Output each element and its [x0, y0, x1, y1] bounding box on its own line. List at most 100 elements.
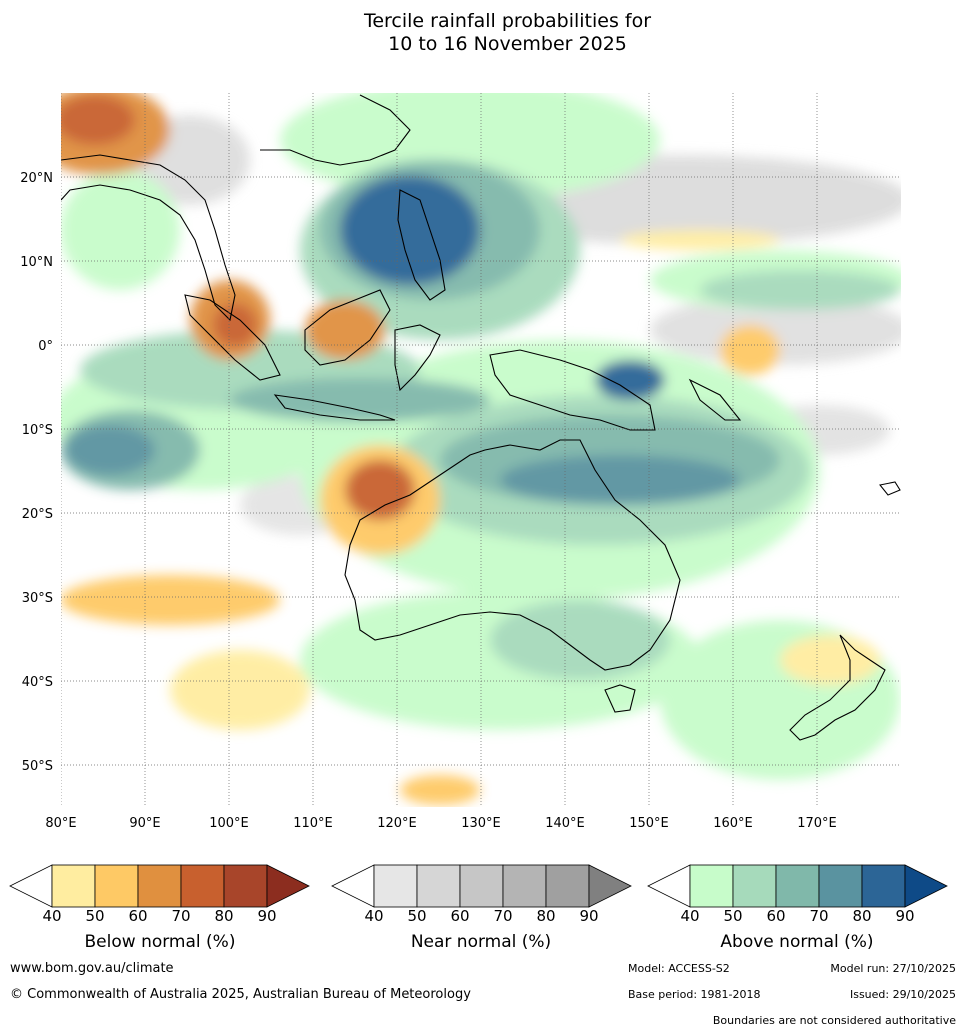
sulawesi-coastline — [394, 324, 441, 392]
above-normal-area — [595, 360, 665, 400]
footer-base-period: Base period: 1981-2018 — [628, 988, 761, 1001]
latitude-labels: 20°N 10°N 0° 10°S 20°S 30°S 40°S 50°S — [20, 171, 53, 774]
colorbar-segment — [732, 864, 777, 908]
near-normal-colorbar: 40 50 60 70 80 90 — [331, 864, 632, 925]
colorbar-segment — [502, 864, 547, 908]
colorbar-tick-label: 90 — [579, 907, 598, 925]
colorbar-tick-label: 90 — [895, 907, 914, 925]
above-normal-legend-title: Above normal (%) — [720, 932, 874, 952]
colorbar-tick-label: 80 — [214, 907, 233, 925]
colorbar-segment — [861, 864, 906, 908]
latitude-label: 10°N — [20, 255, 53, 270]
map-title-line2: 10 to 16 November 2025 — [388, 33, 627, 55]
colorbar-extend-low — [331, 864, 375, 908]
graticule — [61, 93, 901, 807]
footer-disclaimer: Boundaries are not considered authoritat… — [712, 1014, 956, 1027]
philippines-coastline — [397, 189, 446, 301]
colorbar-tick-label: 50 — [407, 907, 426, 925]
longitude-label: 140°E — [545, 816, 585, 831]
colorbar-tick-label: 40 — [364, 907, 383, 925]
colorbar-segment — [223, 864, 268, 908]
colorbar-tick-label: 50 — [85, 907, 104, 925]
below-normal-area — [61, 575, 280, 625]
below-normal-area — [400, 775, 480, 805]
colorbar-segment — [416, 864, 461, 908]
asia-coastline — [61, 154, 236, 322]
colorbar-tick-label: 80 — [536, 907, 555, 925]
china-coastline — [260, 94, 411, 166]
colorbar-segment — [459, 864, 504, 908]
colorbar-extend-high — [588, 864, 632, 908]
above-normal-colorbar: 40 50 60 70 80 90 — [647, 864, 948, 925]
colorbar-segment — [689, 864, 734, 908]
colorbar-tick-label: 90 — [257, 907, 276, 925]
coastlines — [61, 94, 901, 741]
longitude-label: 90°E — [129, 816, 160, 831]
below-normal-area — [61, 95, 135, 145]
above-normal-area — [230, 378, 490, 422]
colorbar-tick-label: 70 — [171, 907, 190, 925]
below-normal-area — [305, 300, 385, 360]
footer-url: www.bom.gov.au/climate — [10, 961, 174, 976]
map-title: Tercile rainfall probabilities for 10 to… — [0, 10, 965, 56]
longitude-label: 100°E — [209, 816, 249, 831]
colorbar-tick-label: 80 — [852, 907, 871, 925]
colorbar-segment — [137, 864, 182, 908]
colorbar-segment — [373, 864, 418, 908]
map-frame — [61, 93, 901, 807]
longitude-label: 110°E — [293, 816, 333, 831]
longitude-label: 170°E — [797, 816, 837, 831]
latitude-label: 10°S — [22, 423, 53, 438]
colorbar-tick-label: 60 — [450, 907, 469, 925]
colorbar-segment — [94, 864, 139, 908]
colorbar-tick-label: 60 — [128, 907, 147, 925]
below-normal-area — [620, 230, 780, 250]
map-title-line1: Tercile rainfall probabilities for — [363, 10, 652, 32]
solomon-islands-coastline — [688, 378, 742, 421]
colorbar-tick-label: 70 — [493, 907, 512, 925]
sumatra-coastline — [184, 294, 281, 381]
footer-model: Model: ACCESS-S2 — [628, 962, 730, 975]
longitude-labels: 80°E 90°E 100°E 110°E 120°E 130°E 140°E 150°E 16… — [45, 816, 836, 831]
near-normal-area — [650, 295, 901, 365]
longitude-label: 120°E — [377, 816, 417, 831]
colorbar-tick-label: 40 — [680, 907, 699, 925]
latitude-label: 20°N — [20, 171, 53, 186]
longitude-label: 130°E — [461, 816, 501, 831]
new-guinea-coastline — [489, 349, 656, 431]
footer-model-run: Model run: 27/10/2025 — [830, 962, 956, 975]
borneo-coastline — [304, 289, 391, 366]
latitude-label: 50°S — [22, 759, 53, 774]
below-normal-area — [720, 325, 780, 375]
below-normal-legend-title: Below normal (%) — [84, 932, 236, 952]
colorbar-tick-label: 60 — [766, 907, 785, 925]
above-normal-area — [500, 455, 740, 505]
colorbar-extend-low — [647, 864, 691, 908]
latitude-label: 40°S — [22, 675, 53, 690]
above-normal-area — [340, 175, 480, 285]
below-normal-area — [170, 650, 310, 730]
longitude-label: 80°E — [45, 816, 76, 831]
footer-copyright: © Commonwealth of Australia 2025, Austra… — [10, 987, 471, 1002]
tasmania-coastline — [604, 684, 636, 713]
below-normal-colorbar: 40 50 60 70 80 90 — [9, 864, 310, 925]
colorbar-extend-high — [904, 864, 948, 908]
colorbar-segment — [51, 864, 96, 908]
below-normal-area — [345, 460, 415, 520]
colorbar-tick-label: 70 — [809, 907, 828, 925]
colorbar-tick-label: 40 — [42, 907, 61, 925]
near-normal-legend-title: Near normal (%) — [410, 932, 552, 952]
colorbar-extend-high — [266, 864, 310, 908]
colorbars: 40 50 60 70 80 90 40 50 60 70 80 90 40 50 60 70 80 90 — [9, 864, 948, 925]
above-normal-area — [61, 170, 180, 290]
colorbar-segment — [180, 864, 225, 908]
latitude-label: 0° — [38, 339, 53, 354]
colorbar-tick-label: 50 — [723, 907, 742, 925]
new-zealand-coastline — [789, 634, 886, 741]
latitude-label: 20°S — [22, 507, 53, 522]
latitude-label: 30°S — [22, 591, 53, 606]
australia-coastline — [344, 439, 681, 671]
colorbar-segment — [818, 864, 863, 908]
above-normal-area — [490, 600, 670, 680]
colorbar-segment — [775, 864, 820, 908]
